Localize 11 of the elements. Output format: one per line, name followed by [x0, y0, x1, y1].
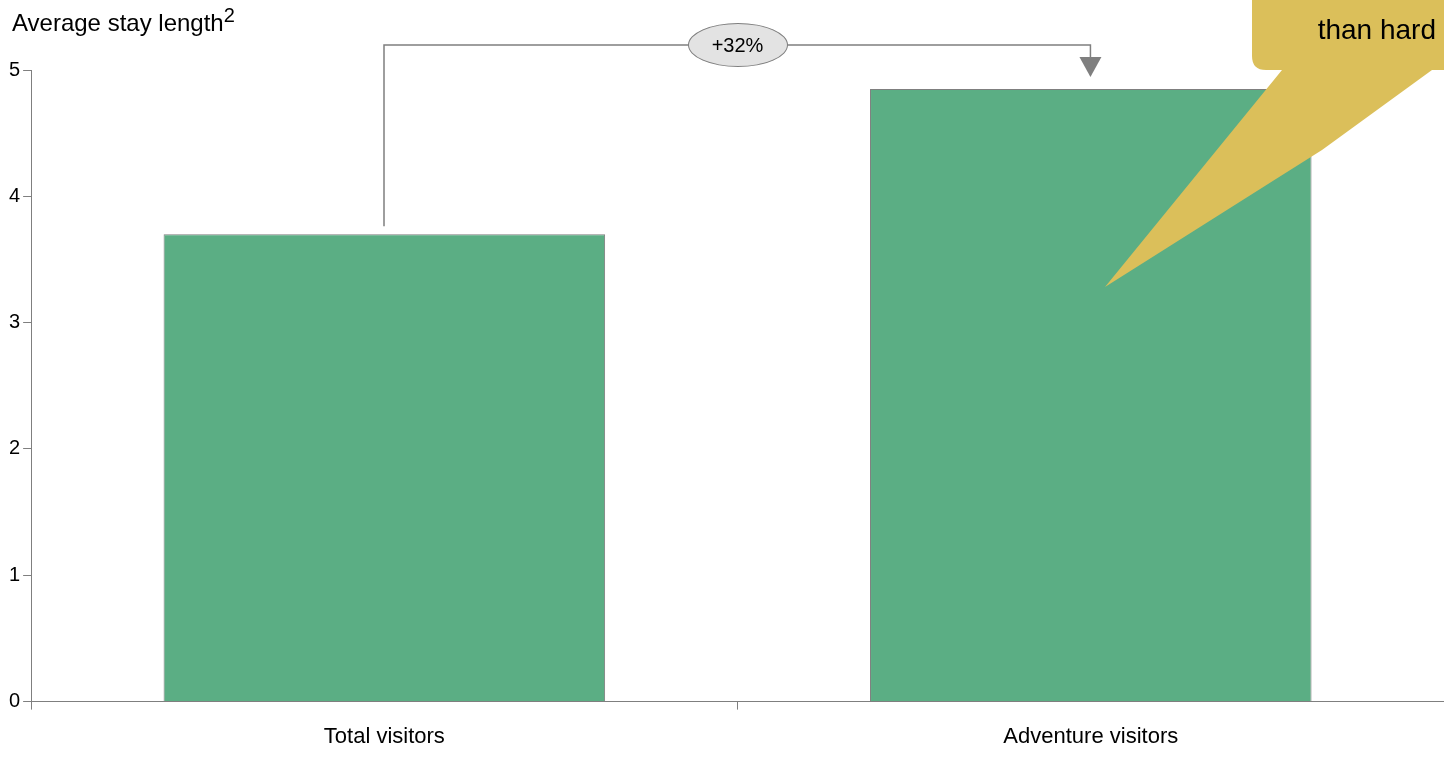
- y-tick-label: 1: [9, 562, 21, 585]
- x-tick-label: Total visitors: [323, 722, 445, 748]
- y-axis-title: Average stay length$^{2}$: [12, 4, 235, 37]
- y-tick-label: 0: [9, 689, 21, 712]
- y-tick-label: 4: [9, 183, 21, 206]
- text: than hard: [1317, 14, 1436, 46]
- text: +32%: [687, 23, 788, 67]
- y-tick-label: 2: [9, 436, 21, 459]
- y-tick-label: 5: [9, 57, 21, 80]
- x-tick-label: Adventure visitors: [1003, 722, 1179, 748]
- y-tick-label: 3: [9, 310, 21, 333]
